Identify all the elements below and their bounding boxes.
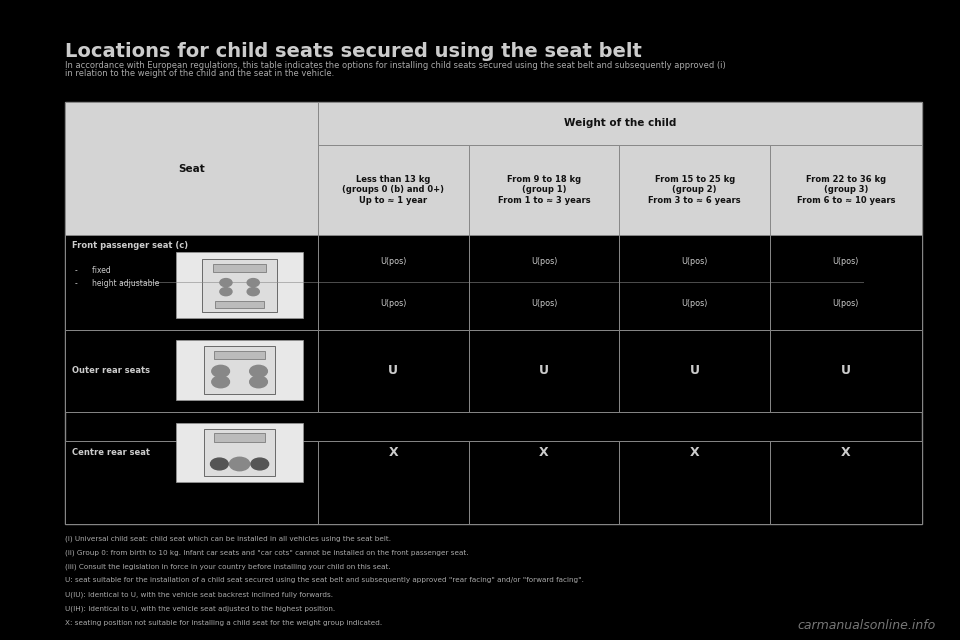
Bar bbox=[204, 346, 275, 394]
Text: Front passenger seat (c): Front passenger seat (c) bbox=[72, 241, 188, 250]
Text: Seat: Seat bbox=[179, 164, 205, 173]
Bar bbox=[318, 102, 922, 145]
Text: X: X bbox=[841, 447, 851, 460]
Text: (iii) Consult the legislation in force in your country before installing your ch: (iii) Consult the legislation in force i… bbox=[65, 563, 391, 570]
Text: in relation to the weight of the child and the seat in the vehicle.: in relation to the weight of the child a… bbox=[65, 69, 334, 78]
Text: From 15 to 25 kg
(group 2)
From 3 to ≈ 6 years: From 15 to 25 kg (group 2) From 3 to ≈ 6… bbox=[648, 175, 741, 205]
Text: Outer rear seats: Outer rear seats bbox=[72, 366, 150, 376]
Bar bbox=[177, 422, 302, 482]
Text: U(pos): U(pos) bbox=[531, 257, 557, 266]
Text: X: seating position not suitable for installing a child seat for the weight grou: X: seating position not suitable for ins… bbox=[65, 620, 382, 625]
Bar bbox=[204, 429, 275, 476]
Text: U: U bbox=[539, 364, 549, 378]
Text: U: U bbox=[689, 364, 700, 378]
Text: carmanualsonline.info: carmanualsonline.info bbox=[798, 620, 936, 632]
Circle shape bbox=[250, 365, 268, 377]
Text: U(pos): U(pos) bbox=[380, 299, 406, 308]
Text: (ii) Group 0: from birth to 10 kg. Infant car seats and "car cots" cannot be ins: (ii) Group 0: from birth to 10 kg. Infan… bbox=[65, 549, 468, 556]
Bar bbox=[214, 433, 265, 442]
Bar bbox=[177, 340, 302, 399]
Circle shape bbox=[220, 287, 232, 296]
Text: From 9 to 18 kg
(group 1)
From 1 to ≈ 3 years: From 9 to 18 kg (group 1) From 1 to ≈ 3 … bbox=[497, 175, 590, 205]
Text: U(pos): U(pos) bbox=[682, 257, 708, 266]
Bar bbox=[214, 351, 265, 360]
Text: -      fixed: - fixed bbox=[75, 266, 110, 275]
Circle shape bbox=[229, 457, 250, 471]
Text: U: U bbox=[388, 364, 398, 378]
Circle shape bbox=[247, 278, 259, 287]
Text: In accordance with European regulations, this table indicates the options for in: In accordance with European regulations,… bbox=[65, 61, 726, 70]
Circle shape bbox=[212, 365, 229, 377]
Text: (i) Universal child seat: child seat which can be installed in all vehicles usin: (i) Universal child seat: child seat whi… bbox=[65, 535, 392, 541]
Text: X: X bbox=[690, 447, 700, 460]
Text: Weight of the child: Weight of the child bbox=[564, 118, 676, 129]
Text: -      height adjustable: - height adjustable bbox=[75, 278, 159, 287]
Circle shape bbox=[212, 376, 229, 388]
Text: X: X bbox=[540, 447, 549, 460]
Bar bbox=[202, 259, 277, 312]
Circle shape bbox=[250, 376, 268, 388]
Text: U(pos): U(pos) bbox=[832, 299, 859, 308]
Text: Centre rear seat: Centre rear seat bbox=[72, 449, 150, 458]
Text: U(pos): U(pos) bbox=[682, 299, 708, 308]
Text: Less than 13 kg
(groups 0 (b) and 0+)
Up to ≈ 1 year: Less than 13 kg (groups 0 (b) and 0+) Up… bbox=[343, 175, 444, 205]
Text: From 22 to 36 kg
(group 3)
From 6 to ≈ 10 years: From 22 to 36 kg (group 3) From 6 to ≈ 1… bbox=[797, 175, 895, 205]
Bar bbox=[213, 264, 266, 272]
Text: X: X bbox=[389, 447, 398, 460]
Bar bbox=[215, 301, 264, 308]
Text: U(IU): Identical to U, with the vehicle seat backrest inclined fully forwards.: U(IU): Identical to U, with the vehicle … bbox=[65, 591, 333, 598]
Text: U: seat suitable for the installation of a child seat secured using the seat bel: U: seat suitable for the installation of… bbox=[65, 577, 584, 583]
Circle shape bbox=[247, 287, 259, 296]
Circle shape bbox=[220, 278, 232, 287]
Text: U(pos): U(pos) bbox=[380, 257, 406, 266]
Text: U: U bbox=[841, 364, 851, 378]
Text: Locations for child seats secured using the seat belt: Locations for child seats secured using … bbox=[65, 42, 642, 61]
Circle shape bbox=[251, 458, 269, 470]
Text: U(pos): U(pos) bbox=[832, 257, 859, 266]
Circle shape bbox=[210, 458, 228, 470]
Text: U(pos): U(pos) bbox=[531, 299, 557, 308]
Text: U(IH): Identical to U, with the vehicle seat adjusted to the highest position.: U(IH): Identical to U, with the vehicle … bbox=[65, 605, 335, 612]
